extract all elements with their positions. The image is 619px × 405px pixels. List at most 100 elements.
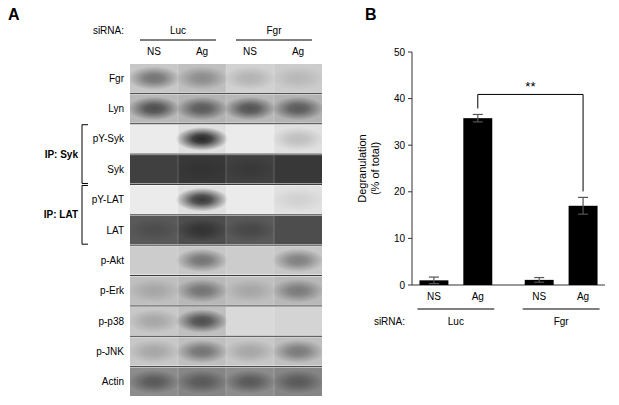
band — [130, 248, 180, 272]
band — [176, 127, 229, 151]
group-label: Luc — [448, 316, 464, 327]
row-separator — [130, 336, 322, 337]
y-axis-label: Degranulation(% of total) — [356, 134, 381, 203]
x-tick-label: Ag — [577, 291, 589, 302]
group-label: Fgr — [554, 316, 570, 327]
group-line — [140, 40, 216, 41]
row-separator — [130, 305, 322, 306]
figure: AFgrLynpY-SykSykpY-LATLATp-Aktp-Erkp-p38… — [0, 0, 619, 405]
band — [176, 279, 229, 303]
panel-label: B — [365, 6, 377, 23]
error-line — [539, 278, 540, 283]
row-label: p-Akt — [101, 255, 125, 266]
band — [130, 309, 180, 333]
panel-label: A — [8, 6, 20, 23]
band — [272, 188, 322, 212]
row-label: p-Erk — [100, 285, 125, 296]
band — [224, 66, 277, 90]
error-cap — [578, 197, 588, 198]
band — [224, 340, 277, 364]
band — [130, 340, 180, 364]
bar — [463, 118, 492, 285]
band — [272, 157, 322, 181]
y-tick-label: 50 — [394, 47, 406, 58]
band — [130, 370, 180, 394]
row-label: pY-Syk — [93, 133, 125, 144]
band — [272, 370, 322, 394]
error-cap — [429, 283, 439, 284]
band — [224, 157, 277, 181]
group-label: Fgr — [267, 25, 283, 36]
band — [130, 97, 180, 121]
band — [176, 97, 229, 121]
band — [224, 127, 277, 151]
error-bar — [473, 114, 483, 121]
error-cap — [473, 114, 483, 115]
y-tick — [408, 98, 412, 99]
error-bar — [534, 278, 544, 283]
band — [176, 157, 229, 181]
row-label: Fgr — [109, 73, 125, 84]
row-separator — [130, 214, 322, 215]
group-line — [417, 309, 494, 310]
band — [224, 218, 277, 242]
lane-divider — [274, 64, 275, 398]
band — [224, 97, 277, 121]
y-tick-label: 30 — [394, 140, 406, 151]
band — [224, 279, 277, 303]
error-cap — [534, 277, 544, 278]
band — [130, 66, 180, 90]
band — [130, 188, 180, 212]
panel-a: AFgrLynpY-SykSykpY-LATLATp-Aktp-Erkp-p38… — [8, 6, 324, 398]
y-tick-label: 10 — [394, 233, 406, 244]
band — [176, 309, 229, 333]
band — [130, 127, 180, 151]
error-bar — [578, 197, 588, 214]
band — [176, 340, 229, 364]
band — [272, 309, 322, 333]
error-cap — [429, 276, 439, 277]
row-separator — [130, 184, 322, 185]
row-label: Syk — [107, 164, 125, 175]
band — [224, 370, 277, 394]
group-line — [236, 40, 312, 41]
significance-bracket — [478, 94, 583, 191]
band — [176, 248, 229, 272]
band — [272, 97, 322, 121]
y-tick — [408, 285, 412, 286]
lane-divider — [178, 64, 179, 398]
panel-b: BDegranulation(% of total)01020304050NSA… — [356, 6, 606, 327]
error-line — [433, 277, 434, 284]
y-tick-label: 0 — [399, 280, 405, 291]
y-tick — [408, 145, 412, 146]
y-axis — [412, 52, 413, 285]
bars — [419, 114, 597, 285]
band — [130, 157, 180, 181]
band — [224, 309, 277, 333]
ip-label: IP: Syk — [45, 149, 79, 160]
y-axis-label-line: Degranulation — [356, 134, 368, 203]
row-separator — [130, 275, 322, 276]
band — [130, 218, 180, 242]
band — [176, 66, 229, 90]
row-separator — [130, 154, 322, 155]
band — [272, 127, 322, 151]
group-line — [523, 309, 600, 310]
row-separator — [130, 366, 322, 367]
x-tick-label: NS — [532, 291, 546, 302]
band — [272, 279, 322, 303]
x-tick-label: Ag — [472, 291, 484, 302]
lane-label: Ag — [292, 46, 304, 57]
error-cap — [578, 214, 588, 215]
band — [224, 188, 277, 212]
row-label: Actin — [102, 376, 124, 387]
row-label: p-JNK — [96, 346, 124, 357]
x-tick-label: NS — [427, 291, 441, 302]
bar — [569, 206, 598, 285]
significance-label: ** — [525, 79, 535, 94]
ip-label: IP: LAT — [44, 209, 78, 220]
band — [272, 340, 322, 364]
error-cap — [534, 282, 544, 283]
row-separator — [130, 93, 322, 94]
error-line — [477, 114, 478, 121]
